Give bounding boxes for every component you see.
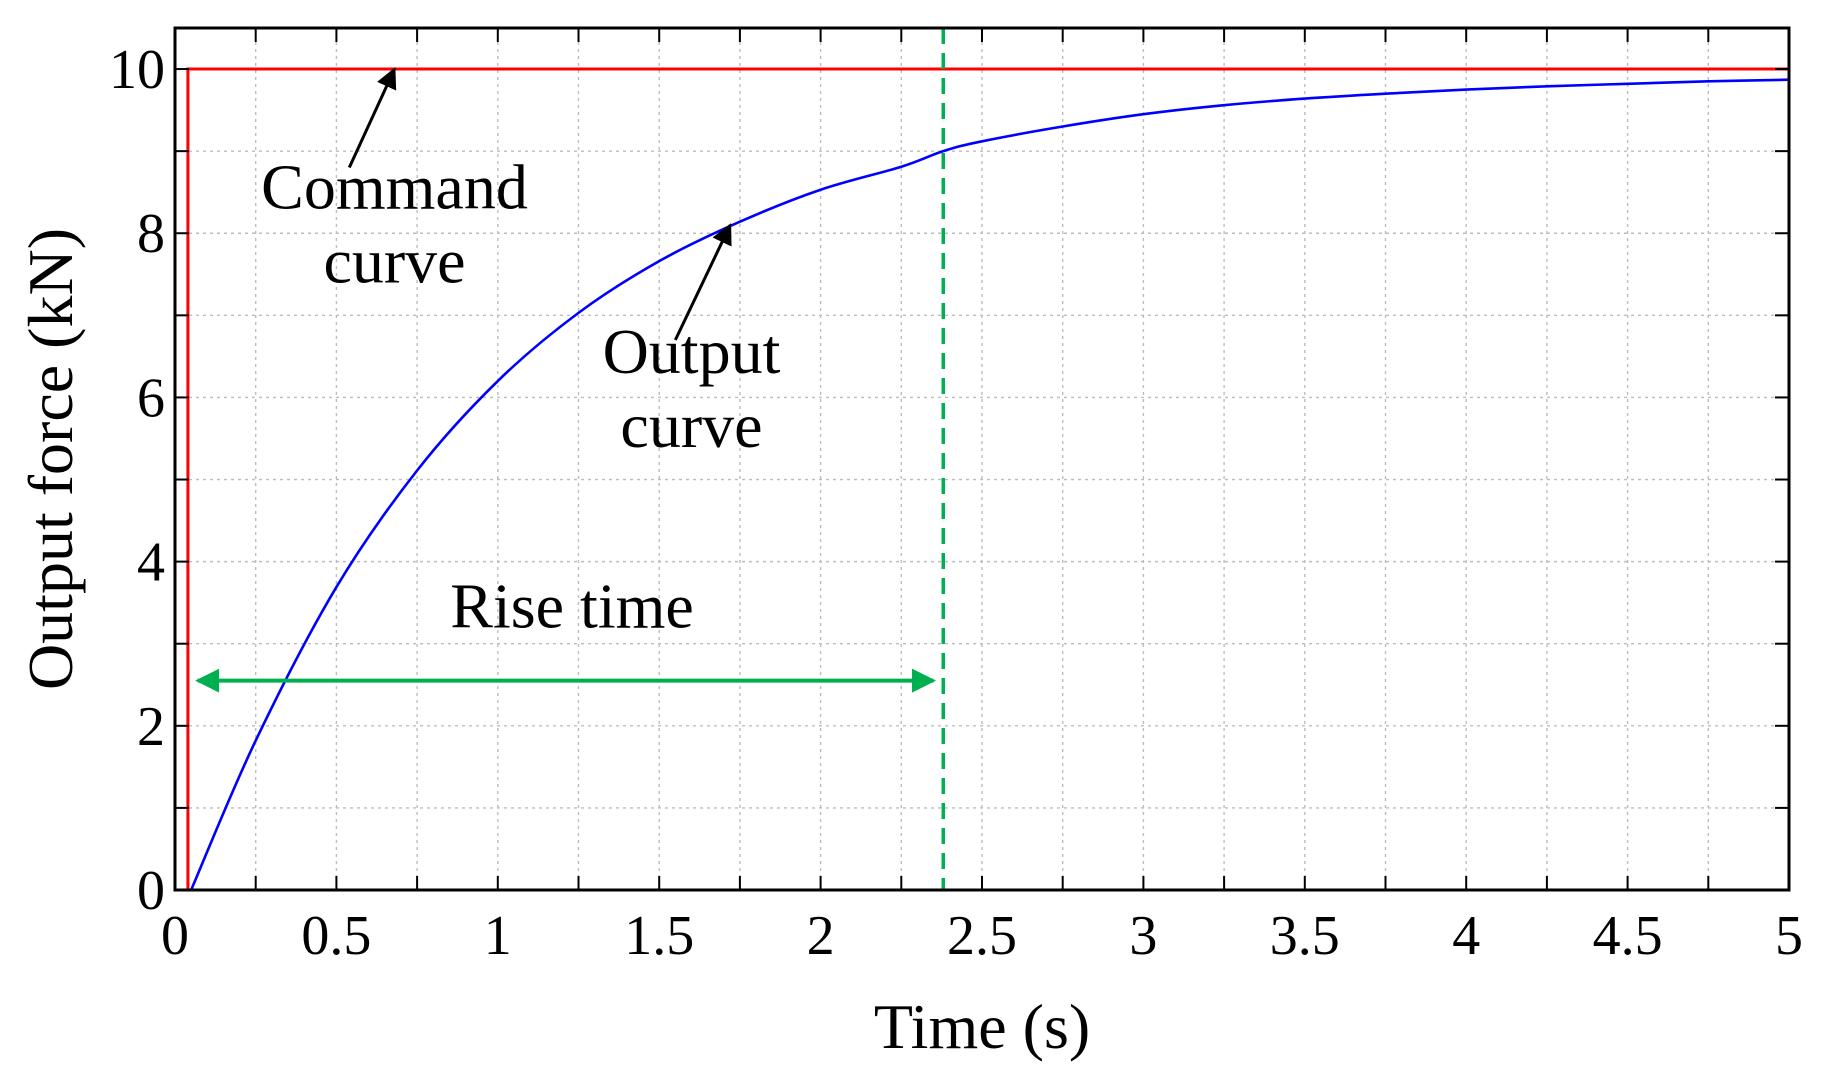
x-tick-label: 4.5 [1593, 905, 1663, 967]
y-tick-label: 6 [137, 367, 165, 429]
annotation-text-rise: Rise time [450, 570, 694, 641]
x-tick-label: 4 [1452, 905, 1480, 967]
x-axis-label: Time (s) [874, 991, 1090, 1062]
annotation-arrow-output [673, 223, 732, 341]
x-tick-label: 1 [484, 905, 512, 967]
annotation-text-output: Output [603, 316, 781, 387]
x-tick-label: 2.5 [947, 905, 1017, 967]
series-output-curve [189, 78, 1789, 890]
annotation-arrow-command [347, 67, 397, 169]
x-tick-label: 1.5 [624, 905, 694, 967]
y-tick-label: 0 [137, 860, 165, 922]
y-tick-label: 8 [137, 203, 165, 265]
y-axis-label: Output force (kN) [15, 228, 86, 690]
x-tick-label: 0 [161, 905, 189, 967]
annotation-text-output: curve [620, 390, 762, 461]
x-tick-label: 3 [1129, 905, 1157, 967]
x-tick-label: 0.5 [301, 905, 371, 967]
y-tick-label: 4 [137, 532, 165, 594]
y-tick-label: 2 [137, 696, 165, 758]
annotation-text-command: Command [261, 152, 528, 223]
axis-ticks: 0 0.5 1 1.5 2 2.5 3 3.5 4 4.5 5 0 2 4 6 8 10 [109, 28, 1803, 967]
x-tick-label: 3.5 [1270, 905, 1340, 967]
x-tick-label: 2 [807, 905, 835, 967]
y-tick-label: 10 [109, 39, 165, 101]
annotation-text-command: curve [323, 226, 465, 297]
x-tick-label: 5 [1775, 905, 1803, 967]
